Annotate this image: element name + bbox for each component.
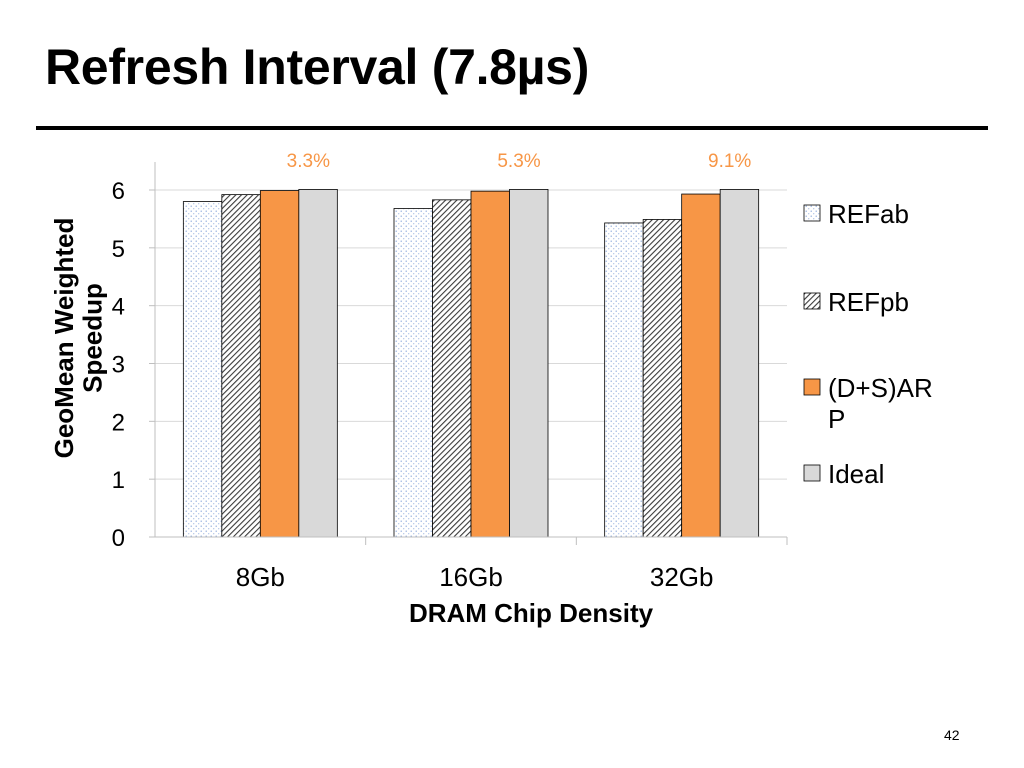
y-tick-label: 6 [112, 178, 125, 205]
legend: REFab REFpb (D+S)AR P Ideal [803, 199, 933, 489]
legend-label: REFab [828, 199, 909, 229]
legend-label: REFpb [828, 287, 909, 317]
x-tick-label: 8Gb [236, 562, 285, 592]
x-axis-label: DRAM Chip Density [409, 598, 654, 628]
bar-refab-32gb [604, 222, 644, 538]
y-tick-labels: 0 1 2 3 4 5 6 [112, 178, 125, 552]
bar-refpb-16gb [432, 199, 472, 538]
legend-swatch [803, 204, 821, 222]
bar-ideal-32gb [719, 189, 760, 538]
axes [154, 162, 788, 545]
bar-refab-8gb [182, 201, 223, 538]
x-tick-label: 32Gb [650, 562, 714, 592]
y-axis-label: GeoMean WeightedSpeedup [49, 218, 108, 459]
y-tick-label: 2 [112, 409, 125, 436]
y-tick-label: 3 [112, 352, 125, 379]
y-tick-label: 4 [112, 294, 125, 321]
x-tick-labels: 8Gb 16Gb 32Gb [236, 562, 714, 592]
legend-swatch [803, 292, 821, 310]
bar-dsarp-16gb [470, 190, 510, 538]
annotations: 3.3% 5.3% 9.1% [287, 151, 752, 172]
legend-label: (D+S)AR P [828, 373, 933, 434]
bar-refpb-8gb [221, 194, 261, 538]
improvement-annotation: 3.3% [287, 151, 330, 172]
bars [182, 189, 760, 538]
bar-dsarp-32gb [681, 193, 721, 538]
y-tick-label: 1 [112, 467, 125, 494]
improvement-annotation: 5.3% [497, 151, 540, 172]
bar-ideal-16gb [509, 189, 549, 538]
legend-label: Ideal [828, 459, 884, 489]
x-tick-label: 16Gb [439, 562, 503, 592]
page-number: 42 [944, 727, 960, 743]
bar-refpb-32gb [642, 219, 683, 538]
y-tick-label: 5 [112, 236, 125, 263]
bar-dsarp-8gb [259, 190, 300, 538]
slide-title: Refresh Interval (7.8µs) [45, 39, 590, 95]
legend-swatch [803, 378, 821, 396]
bar-refab-16gb [393, 208, 433, 538]
legend-swatch [803, 464, 821, 482]
bar-ideal-8gb [298, 189, 338, 538]
y-tick-label: 0 [112, 525, 125, 552]
title-divider [36, 126, 988, 130]
improvement-annotation: 9.1% [708, 151, 751, 172]
